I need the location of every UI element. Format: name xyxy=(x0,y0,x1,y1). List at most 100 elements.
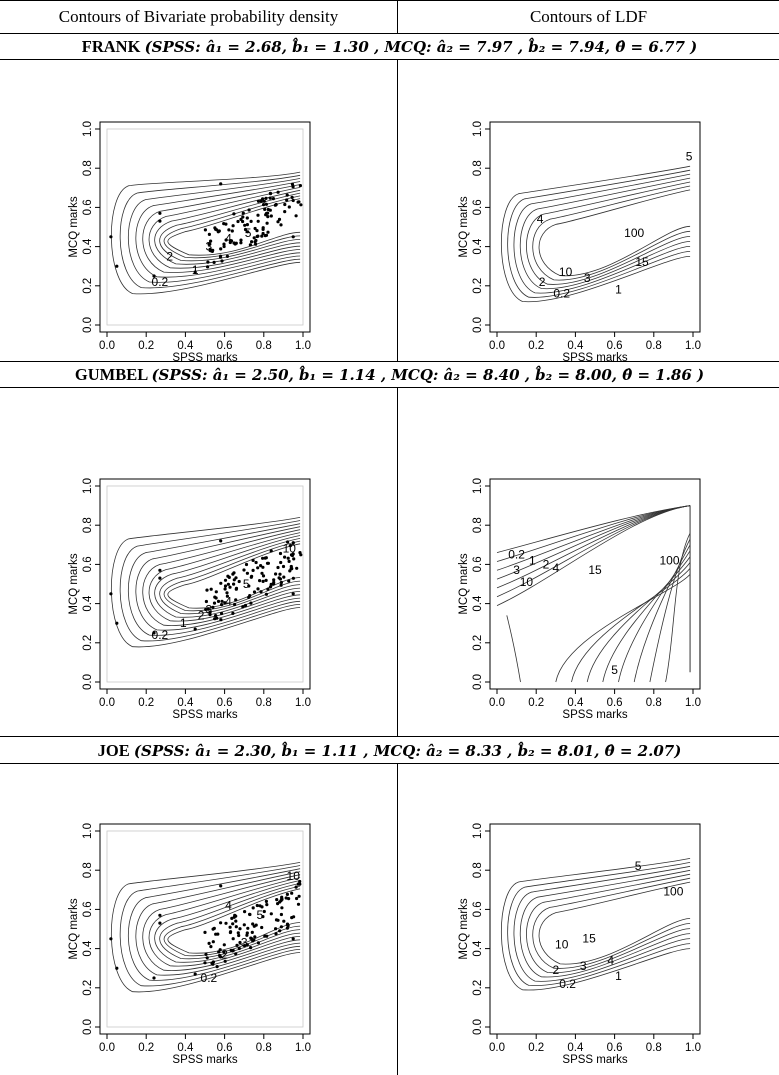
joe-density-contour-line xyxy=(167,888,301,954)
frank-ldf-contour-label: 100 xyxy=(624,226,644,240)
gumbel-density-contour-line xyxy=(127,523,301,636)
section-title-frank: FRANK (SPSS: â₁ = 2.68, b̂₁ = 1.30 , MCQ… xyxy=(0,36,779,58)
gumbel-ldf-x-tick-label: 0.2 xyxy=(528,697,544,709)
gumbel-density-point xyxy=(260,571,264,575)
joe-density-point xyxy=(298,879,302,884)
frank-density-point xyxy=(279,223,283,227)
gumbel-density-point xyxy=(244,562,249,567)
frank-density-unit-square xyxy=(106,128,304,326)
joe-density-contour-label: 3 xyxy=(241,936,248,950)
gumbel-ldf-x-tick-label: 0.8 xyxy=(646,697,662,709)
gumbel-density-point xyxy=(259,590,263,594)
joe-density-point xyxy=(224,921,228,925)
frank-density-point xyxy=(243,223,247,227)
gumbel-ldf-contour-line xyxy=(633,544,691,683)
frank-ldf-y-tick-label: 0.0 xyxy=(472,317,484,333)
frank-density-x-axis-label: SPSS marks xyxy=(172,352,237,364)
joe-ldf-y-tick-label: 0.8 xyxy=(472,862,484,878)
gumbel-density-point xyxy=(282,575,286,579)
joe-ldf-y-tick-label: 0.4 xyxy=(472,940,484,957)
gumbel-density-point xyxy=(115,621,119,625)
frank-density-contour-label: 2 xyxy=(166,249,173,263)
gumbel-ldf-x-tick-label: 0.4 xyxy=(567,697,584,709)
joe-density-contour-line xyxy=(154,880,301,963)
joe-density-contour-label: 0.2 xyxy=(201,971,218,985)
frank-density-contour-line xyxy=(135,181,301,278)
gumbel-density-point xyxy=(232,582,236,586)
frank-density-x-tick-label: 0.4 xyxy=(177,340,194,352)
joe-density-point xyxy=(245,931,249,935)
joe-ldf-x-tick-label: 0.6 xyxy=(607,1042,623,1054)
joe-density-point xyxy=(193,972,197,976)
header-border xyxy=(0,33,779,34)
joe-ldf-y-tick-label: 0.6 xyxy=(472,901,484,917)
gumbel-ldf-x-tick-label: 0.0 xyxy=(489,697,505,709)
frank-density-scatter-points xyxy=(109,182,303,278)
frank-density-point xyxy=(228,240,232,245)
frank-density-plot-box xyxy=(99,121,311,333)
frank-density-point xyxy=(266,211,270,215)
frank-density-y-tick-label: 1.0 xyxy=(82,121,94,137)
gumbel-ldf-x-tick-label: 1.0 xyxy=(685,697,701,709)
joe-density-point xyxy=(248,912,252,916)
gumbel-density-point xyxy=(242,568,246,572)
joe-density-point xyxy=(274,932,278,936)
frank-density-point xyxy=(246,230,250,234)
joe-density-point xyxy=(284,896,288,900)
joe-density-contour-label: 5 xyxy=(257,908,264,922)
joe-density-contour-line xyxy=(127,868,301,981)
frank-density-point xyxy=(263,207,267,211)
joe-density-plot: 0.0 0.0 0.2 0.2 0.4 0.4 0.6 0.6 0.8 0.8 1.0 1.0 SPSS… xyxy=(68,823,311,1066)
gumbel-density-point xyxy=(212,601,217,605)
gumbel-density-point xyxy=(272,582,276,586)
gumbel-density-point xyxy=(286,540,290,544)
frank-density-point xyxy=(241,211,245,215)
joe-ldf-contour-label: 4 xyxy=(607,953,614,967)
frank-density-contour-label: 3 xyxy=(206,240,213,254)
joe-ldf-contour-line xyxy=(526,873,691,973)
joe-ldf-x-tick-label: 1.0 xyxy=(685,1042,701,1054)
joe-density-point xyxy=(262,909,266,914)
joe-density-point xyxy=(251,939,255,943)
frank-density-point xyxy=(227,228,231,232)
frank-density-y-tick-label: 0.6 xyxy=(82,199,94,215)
gumbel-density-y-tick-label: 0.6 xyxy=(82,556,94,572)
frank-density-point xyxy=(115,264,119,268)
joe-density-point xyxy=(264,899,268,903)
joe-density-point xyxy=(256,941,260,945)
gumbel-density-point xyxy=(274,572,278,576)
frank-ldf-contour-line xyxy=(513,173,691,294)
gumbel-density-point xyxy=(279,580,283,585)
copula-name-joe: JOE xyxy=(97,741,130,760)
gumbel-ldf-contour-label: 5 xyxy=(611,663,618,677)
col-divider-header xyxy=(397,0,398,33)
joe-ldf-contour-label: 0.2 xyxy=(559,977,576,991)
frank-ldf-x-tick-label: 1.0 xyxy=(685,340,701,352)
gumbel-density-point xyxy=(269,582,273,586)
joe-density-x-tick-label: 1.0 xyxy=(295,1042,311,1054)
gumbel-ldf-y-tick-label: 0.2 xyxy=(472,635,484,651)
gumbel-density-contour-line xyxy=(119,520,301,642)
joe-density-point xyxy=(229,948,233,952)
frank-density-point xyxy=(152,274,156,278)
joe-ldf-y-tick-label: 0.2 xyxy=(472,980,484,996)
gumbel-ldf-y-tick-label: 0.0 xyxy=(472,674,484,690)
gumbel-density-point xyxy=(287,559,291,563)
gumbel-ldf-y-tick-label: 0.8 xyxy=(472,517,484,533)
gumbel-density-point xyxy=(214,590,218,594)
frank-density-point xyxy=(264,202,268,206)
joe-density-point xyxy=(207,941,211,945)
gumbel-density-point xyxy=(208,613,212,617)
joe-density-point xyxy=(205,956,209,960)
joe-density-point xyxy=(230,916,234,920)
gumbel-density-x-tick-label: 0.0 xyxy=(99,697,115,709)
frank-ldf-y-axis-label: MCQ marks xyxy=(458,196,470,258)
gumbel-density-point xyxy=(231,611,235,615)
section-top-border-gumbel xyxy=(0,361,779,362)
joe-density-point xyxy=(242,944,247,948)
gumbel-density-plot-box xyxy=(99,478,311,690)
section-border-gumbel xyxy=(0,387,779,388)
gumbel-density-contour-line xyxy=(110,517,301,648)
joe-ldf-contour-line xyxy=(532,877,691,969)
gumbel-density-y-tick-label: 0.0 xyxy=(82,674,94,690)
